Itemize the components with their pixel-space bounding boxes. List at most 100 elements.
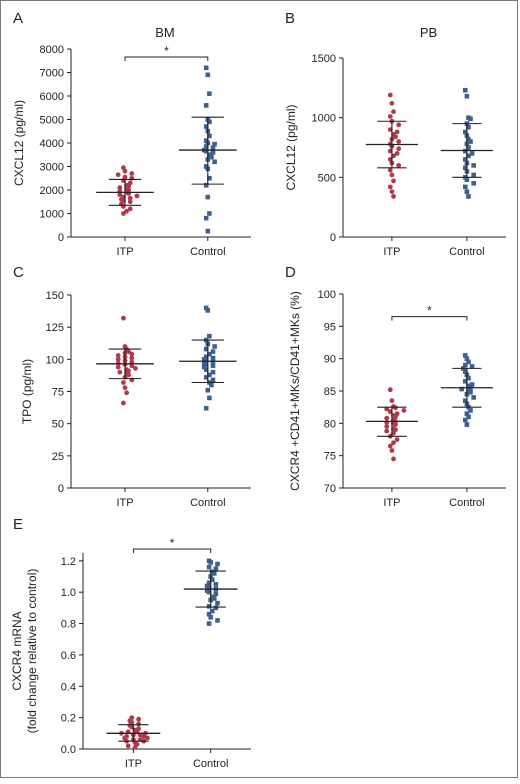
panel-d-control-point bbox=[468, 408, 473, 413]
panel-c-itp-point bbox=[117, 369, 123, 375]
panel-a-itp-point bbox=[121, 211, 126, 216]
panel-d-control-point bbox=[466, 359, 471, 365]
panel-d-itp-point bbox=[384, 424, 390, 429]
panel-b-y-tick-label: 1000 bbox=[312, 113, 336, 125]
panel-c-itp-point bbox=[115, 364, 121, 370]
panel-c-control-point bbox=[212, 344, 217, 349]
panel-e-y-tick-label: 0.6 bbox=[61, 650, 76, 662]
panel-c-y-tick-label: 150 bbox=[46, 290, 64, 302]
panel-c-control-point bbox=[210, 355, 216, 361]
panel-a-control-point bbox=[207, 133, 212, 139]
panel-a-control-point bbox=[203, 148, 209, 154]
panel-b-control-point bbox=[466, 124, 471, 130]
panel-d-itp-point bbox=[401, 408, 407, 413]
panel-c-control-point bbox=[209, 382, 214, 388]
panel-e-control-point bbox=[215, 600, 220, 606]
panel-c-control-point bbox=[203, 354, 209, 360]
panel-b-itp-point bbox=[391, 194, 396, 199]
panel-c-y-tick-label: 75 bbox=[52, 387, 64, 399]
panel-b-itp-point bbox=[389, 172, 395, 178]
panel-d-y-tick-label: 75 bbox=[324, 451, 336, 463]
panel-e-control-point bbox=[215, 561, 220, 567]
panel-c-control-point bbox=[207, 372, 212, 378]
panel-a-control-point bbox=[203, 215, 209, 221]
panel-b-title: PB bbox=[420, 25, 437, 40]
panel-a-control-point bbox=[203, 138, 209, 143]
panel-a-y-tick-label: 2000 bbox=[40, 185, 64, 197]
panel-e-significance-bracket bbox=[132, 548, 212, 553]
panel-c-control-point bbox=[203, 405, 209, 411]
panel-d-control-point bbox=[459, 386, 464, 392]
panel-d-itp-point bbox=[384, 406, 390, 412]
panel-e-control-point bbox=[213, 605, 219, 611]
panel-a-y-tick-label: 5000 bbox=[40, 115, 64, 127]
panel-b-itp-point bbox=[387, 167, 393, 173]
panel-e-category-label: ITP bbox=[125, 758, 142, 770]
panel-c-y-tick-label: 25 bbox=[52, 451, 64, 463]
panel-c-control-point bbox=[203, 346, 209, 352]
panel-a-y-tick-label: 3000 bbox=[40, 162, 64, 174]
panel-d-category-label: ITP bbox=[383, 497, 400, 509]
panel-a-title: BM bbox=[155, 25, 175, 40]
panel-a-control-point bbox=[207, 211, 212, 216]
panel-c-itp-point bbox=[121, 315, 126, 321]
panel-b-category-label: Control bbox=[449, 246, 484, 258]
panel-e-y-axis-label-line2: (fold change relative to control) bbox=[25, 569, 39, 734]
panel-d-y-tick-label: 90 bbox=[324, 354, 336, 366]
panel-e-itp-point bbox=[145, 735, 150, 741]
panel-a-category-label: ITP bbox=[116, 246, 133, 258]
panel-a-control-point bbox=[209, 154, 214, 160]
panel-e-itp-point bbox=[136, 721, 142, 727]
panel-e-control-point bbox=[213, 582, 219, 587]
panel-c-control-point bbox=[207, 351, 212, 357]
panel-e-control-point bbox=[209, 577, 215, 582]
panel-b-itp-point bbox=[387, 114, 393, 119]
panel-d-control-point bbox=[462, 369, 468, 374]
panel-e-control-point bbox=[206, 585, 212, 590]
panel-c-control-point bbox=[210, 349, 216, 354]
panel-d-itp-point bbox=[387, 387, 393, 393]
panel-c-control-point bbox=[205, 387, 211, 393]
panel-d-control-point bbox=[469, 382, 475, 387]
panel-a-y-tick-label: 0 bbox=[58, 232, 64, 244]
panel-c-itp-point bbox=[124, 390, 129, 396]
panel-a-control-point bbox=[207, 91, 212, 96]
panel-e-y-tick-label: 0.8 bbox=[61, 619, 76, 631]
panel-b-itp-point bbox=[396, 139, 402, 144]
panel-d-y-tick-label: 100 bbox=[318, 289, 336, 301]
panel-c-letter: C bbox=[13, 264, 24, 281]
panel-e-control-point bbox=[206, 611, 212, 617]
panel-c-control-point bbox=[201, 364, 207, 370]
panel-d-itp-point bbox=[384, 415, 390, 421]
panel-a-y-tick-label: 8000 bbox=[40, 44, 64, 56]
panel-b-itp-point bbox=[387, 92, 393, 98]
panel-d-category-label: Control bbox=[449, 497, 484, 509]
panel-d-control-point bbox=[466, 375, 471, 381]
panel-c-itp-point bbox=[129, 351, 135, 357]
panel-c-category-label: Control bbox=[190, 497, 225, 509]
panel-b-y-tick-label: 1500 bbox=[312, 53, 336, 65]
panel-e-y-tick-label: 1.2 bbox=[61, 556, 76, 568]
panel-c-control-point bbox=[207, 333, 212, 339]
panel-e-control-point bbox=[213, 591, 219, 597]
panel-d-itp-point bbox=[389, 398, 395, 404]
panel-b-itp-point bbox=[394, 129, 400, 135]
panel-d-itp-point bbox=[391, 440, 396, 446]
panel-b-control-point bbox=[471, 172, 476, 178]
panel-d-control-point bbox=[462, 379, 468, 384]
panel-a-itp-point bbox=[117, 185, 123, 191]
panel-e-itp-point bbox=[125, 743, 131, 749]
panel-e-control-point bbox=[208, 560, 213, 565]
panel-d-control-point bbox=[462, 362, 468, 368]
panel-d-itp-point bbox=[387, 443, 393, 449]
panel-b-y-tick-label: 500 bbox=[318, 172, 336, 184]
panel-e-control-point bbox=[206, 621, 212, 626]
panel-e-itp-point bbox=[141, 734, 147, 739]
panel-d-control-point bbox=[468, 389, 473, 395]
panel-b-control-point bbox=[462, 165, 468, 171]
panel-e-itp-point bbox=[132, 745, 138, 750]
panel-e-category-label: Control bbox=[193, 758, 228, 770]
panel-a-y-tick-label: 6000 bbox=[40, 91, 64, 103]
panel-c-control-point bbox=[210, 363, 216, 369]
